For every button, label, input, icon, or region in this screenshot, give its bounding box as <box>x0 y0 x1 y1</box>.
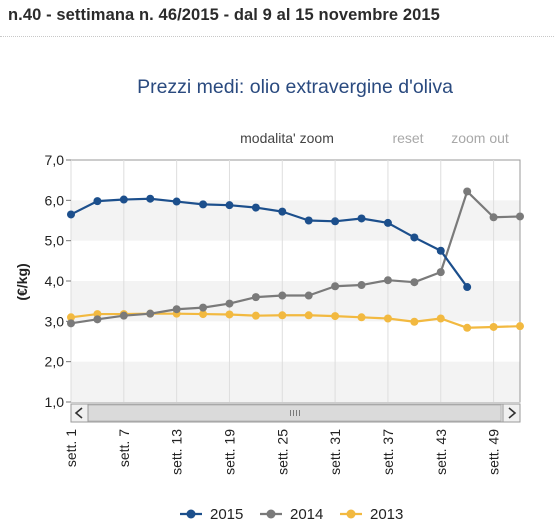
data-point-2014 <box>199 303 208 312</box>
data-point-2014 <box>463 187 472 196</box>
series-line-2015 <box>70 197 469 288</box>
chart-title: Prezzi medi: olio extravergine d'oliva <box>137 76 453 98</box>
data-point-2013 <box>516 322 524 331</box>
data-point-2015 <box>463 283 472 292</box>
series-line-2014 <box>70 190 521 325</box>
y-tick-label: 1,0 <box>45 394 65 410</box>
data-point-2014 <box>119 311 128 320</box>
data-point-2015 <box>146 194 155 203</box>
data-point-2014 <box>410 278 419 287</box>
data-point-2014 <box>489 213 498 222</box>
data-point-2015 <box>119 195 128 204</box>
plot-bands <box>71 200 520 402</box>
data-point-2015 <box>225 201 234 210</box>
x-axis-ticks: sett. 1 sett. 7 sett. 13 sett. 19 sett. 25 se… <box>63 429 502 475</box>
data-point-2014 <box>331 282 340 291</box>
legend-marker <box>346 509 356 519</box>
legend: 2015 2014 2013 <box>180 506 403 523</box>
data-point-2013 <box>410 317 419 326</box>
x-tick-label: sett. 25 <box>274 429 290 475</box>
data-point-2015 <box>172 197 181 206</box>
legend-label: 2015 <box>210 506 243 523</box>
data-point-2014 <box>225 299 234 308</box>
reset-button[interactable]: reset <box>392 130 423 146</box>
scroll-left-button[interactable] <box>70 403 89 423</box>
data-point-2015 <box>278 207 287 216</box>
series-2015 <box>67 194 472 292</box>
zoom-mode-button[interactable]: modalita' zoom <box>240 130 334 146</box>
data-point-2015 <box>304 216 313 225</box>
data-point-2013 <box>331 312 340 321</box>
x-tick-label: sett. 13 <box>169 429 185 475</box>
data-point-2013 <box>225 310 234 319</box>
x-tick-label: sett. 31 <box>327 429 343 475</box>
scrollbar-thumb[interactable] <box>87 404 502 422</box>
data-point-2013 <box>199 310 208 319</box>
data-point-2015 <box>331 217 340 226</box>
data-point-2015 <box>410 233 419 242</box>
data-point-2014 <box>304 291 313 300</box>
y-tick-label: 5,0 <box>45 233 65 249</box>
y-axis-label: (€/kg) <box>14 263 30 300</box>
x-tick-label: sett. 19 <box>221 429 237 475</box>
plot-band <box>71 361 520 402</box>
data-point-2014 <box>93 315 102 324</box>
data-point-2014 <box>146 309 155 318</box>
chevron-left-icon <box>74 407 83 419</box>
data-point-2014 <box>67 319 75 328</box>
legend-label: 2014 <box>290 506 323 523</box>
x-tick-label: sett. 1 <box>63 429 79 467</box>
data-point-2013 <box>278 311 287 320</box>
data-point-2013 <box>357 313 366 322</box>
scroll-right-button[interactable] <box>502 403 521 423</box>
legend-item-2013: 2013 <box>340 506 403 523</box>
data-point-2015 <box>93 197 102 206</box>
data-point-2014 <box>278 291 287 300</box>
scrollbar-grip-icon <box>290 410 300 416</box>
legend-marker <box>266 509 276 519</box>
header-divider <box>0 36 554 37</box>
y-tick-label: 7,0 <box>45 152 65 168</box>
x-tick-label: sett. 37 <box>380 429 396 475</box>
data-point-2014 <box>436 268 445 277</box>
x-tick-label: sett. 49 <box>486 429 502 475</box>
y-tick-label: 2,0 <box>45 354 65 370</box>
zoom-out-button[interactable]: zoom out <box>451 130 509 146</box>
plot-band <box>71 200 520 241</box>
data-point-2015 <box>251 203 260 212</box>
data-point-2015 <box>436 246 445 255</box>
data-point-2013 <box>304 311 313 320</box>
data-point-2013 <box>67 313 75 322</box>
legend-label: 2013 <box>370 506 403 523</box>
y-tick-label: 6,0 <box>45 192 65 208</box>
data-point-2013 <box>383 314 392 323</box>
data-point-2015 <box>383 218 392 227</box>
series-layer <box>67 187 524 332</box>
legend-marker <box>186 509 196 519</box>
legend-item-2014: 2014 <box>260 506 323 523</box>
data-point-2014 <box>172 305 181 314</box>
page-header: n.40 - settimana n. 46/2015 - dal 9 al 1… <box>8 6 440 24</box>
series-2014 <box>67 187 524 328</box>
data-point-2014 <box>251 293 260 302</box>
data-point-2014 <box>516 212 524 221</box>
data-point-2015 <box>357 214 366 223</box>
chevron-right-icon <box>508 407 517 419</box>
y-tick-label: 4,0 <box>45 273 65 289</box>
data-point-2014 <box>357 281 366 290</box>
x-tick-label: sett. 43 <box>433 429 449 475</box>
data-point-2013 <box>436 314 445 323</box>
legend-item-2015: 2015 <box>180 506 243 523</box>
data-point-2013 <box>489 322 498 331</box>
y-axis-ticks: 1,0 2,0 3,0 4,0 5,0 6,0 7,0 <box>45 152 71 410</box>
data-point-2015 <box>67 210 75 219</box>
data-point-2014 <box>383 276 392 285</box>
horizontal-scrollbar[interactable] <box>70 403 521 423</box>
y-tick-label: 3,0 <box>45 313 65 329</box>
x-tick-label: sett. 7 <box>116 429 132 467</box>
data-point-2013 <box>251 311 260 320</box>
data-point-2013 <box>463 323 472 332</box>
data-point-2015 <box>199 200 208 209</box>
